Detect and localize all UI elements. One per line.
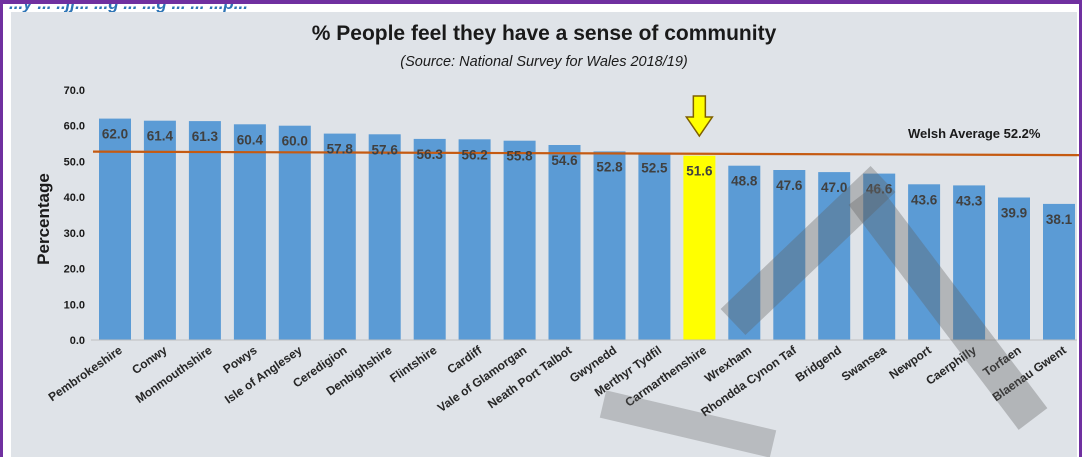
average-line-label: Welsh Average 52.2%	[908, 126, 1041, 141]
data-label: 56.3	[417, 147, 444, 162]
bar	[908, 184, 941, 340]
y-axis-label: Percentage	[34, 173, 53, 265]
bar	[1043, 203, 1075, 340]
bar	[368, 134, 401, 340]
data-label: 60.4	[237, 132, 264, 147]
y-tick-label: 0.0	[70, 335, 85, 347]
data-label: 43.3	[956, 193, 983, 208]
y-tick-label: 70.0	[64, 85, 85, 97]
bar-chart: 0.0 10.0 20.0 30.0 40.0 50.0 60.0 70.0 62.0 61.4 6…	[46, 85, 1079, 457]
bar	[323, 133, 356, 340]
data-label: 51.6	[686, 164, 713, 179]
data-label: 38.1	[1046, 212, 1073, 227]
bar	[818, 172, 851, 340]
data-label: 57.6	[372, 142, 399, 157]
y-tick-label: 30.0	[64, 228, 85, 240]
highlighted-bar	[683, 155, 716, 340]
bar	[638, 152, 671, 340]
bar	[548, 145, 581, 340]
y-tick-label: 40.0	[64, 192, 85, 204]
data-label: 61.3	[192, 129, 219, 144]
bar	[773, 170, 806, 340]
bar	[593, 151, 626, 340]
data-label: 55.8	[506, 149, 533, 164]
x-tick-label: Bridgend	[793, 343, 844, 385]
x-tick-label: Neath Port Talbot	[485, 343, 574, 411]
bar	[143, 120, 176, 340]
watermark-stroke	[848, 183, 1048, 430]
bar	[728, 165, 761, 340]
bar	[998, 197, 1030, 340]
data-label: 62.0	[102, 127, 128, 142]
data-label: 60.0	[282, 134, 308, 149]
data-label: 43.6	[911, 192, 938, 207]
data-label: 48.8	[731, 174, 758, 189]
plot-background	[11, 12, 1077, 457]
x-tick-label: Isle of Anglesey	[222, 343, 305, 407]
down-arrow-icon	[684, 95, 714, 138]
bar	[413, 138, 446, 340]
chart-title: % People feel they have a sense of commu…	[311, 22, 777, 45]
data-label: 54.6	[551, 153, 578, 168]
bar	[233, 124, 266, 340]
cropped-heading: ...y ... ..jj... ...g ... ...g ... ... .…	[9, 0, 248, 13]
bar	[99, 118, 131, 340]
data-label: 46.6	[866, 182, 893, 197]
data-label: 39.9	[1001, 206, 1027, 221]
bar	[278, 125, 311, 340]
x-tick-label: Swansea	[839, 343, 889, 384]
x-tick-label: Pembrokeshire	[46, 343, 125, 404]
data-label: 52.8	[596, 159, 623, 174]
watermark-stroke	[599, 390, 777, 457]
data-label: 47.0	[821, 180, 847, 195]
average-line	[92, 150, 1079, 157]
bar	[458, 139, 491, 340]
bar	[503, 140, 536, 340]
data-label: 47.6	[776, 178, 803, 193]
data-label: 57.8	[327, 142, 354, 157]
chart-subtitle: (Source: National Survey for Wales 2018/…	[400, 54, 688, 70]
bar	[863, 173, 896, 340]
y-tick-label: 20.0	[64, 264, 85, 276]
x-tick-label: Monmouthshire	[133, 343, 215, 406]
bar	[953, 185, 986, 340]
x-tick-label: Flintshire	[387, 343, 440, 386]
watermark-stroke	[720, 165, 896, 336]
data-label: 56.2	[461, 147, 487, 162]
bar	[188, 121, 221, 340]
y-tick-label: 60.0	[64, 121, 85, 133]
x-tick-label: Powys	[220, 343, 259, 376]
y-tick-label: 50.0	[64, 156, 85, 168]
data-label: 52.5	[641, 161, 668, 176]
y-tick-label: 10.0	[64, 299, 85, 311]
data-label: 61.4	[147, 129, 174, 144]
